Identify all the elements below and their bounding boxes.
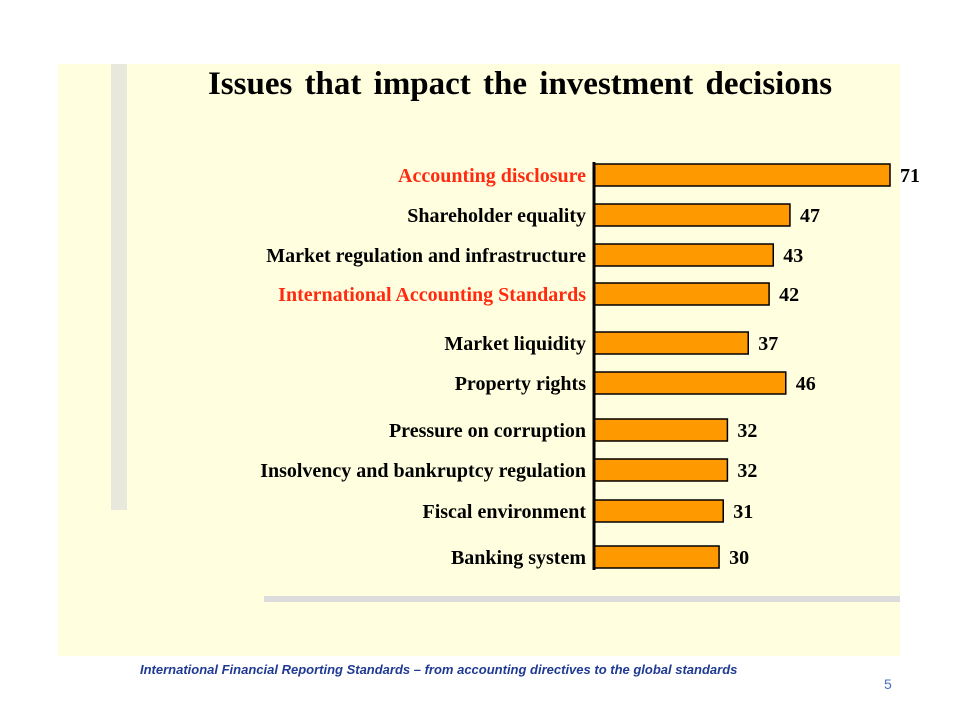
bar-banking-system (593, 545, 720, 569)
value-label-market-liquidity: 37 (758, 333, 778, 355)
value-label-international-accounting-standards: 42 (779, 284, 799, 306)
value-label-market-regulation-and-infrastructure: 43 (783, 245, 803, 267)
slide-panel (58, 64, 900, 656)
bar-market-liquidity (593, 331, 750, 355)
value-label-banking-system: 30 (729, 547, 749, 569)
category-label-pressure-on-corruption: Pressure on corruption (389, 420, 586, 442)
bar-accounting-disclosure (593, 163, 891, 187)
value-label-pressure-on-corruption: 32 (737, 420, 757, 442)
chart-title: Issues that impact the investment decisi… (207, 66, 833, 102)
category-label-market-regulation-and-infrastructure: Market regulation and infrastructure (266, 245, 586, 267)
decorative-vertical-bar (111, 64, 127, 510)
decorative-horizontal-line (264, 596, 900, 602)
category-label-accounting-disclosure: Accounting disclosure (398, 165, 586, 187)
category-label-shareholder-equality: Shareholder equality (407, 205, 586, 227)
bar-property-rights (593, 371, 787, 395)
bar-fiscal-environment (593, 499, 724, 523)
bar-pressure-on-corruption (593, 418, 729, 442)
value-label-insolvency-and-bankruptcy-regulation: 32 (737, 460, 757, 482)
bar-international-accounting-standards (593, 282, 770, 306)
value-label-accounting-disclosure: 71 (900, 165, 920, 187)
bar-shareholder-equality (593, 203, 791, 227)
category-label-market-liquidity: Market liquidity (444, 333, 586, 355)
category-label-fiscal-environment: Fiscal environment (422, 501, 586, 523)
category-label-property-rights: Property rights (455, 373, 586, 395)
category-label-international-accounting-standards: International Accounting Standards (278, 284, 586, 306)
value-label-property-rights: 46 (796, 373, 816, 395)
footer-text: International Financial Reporting Standa… (140, 662, 738, 677)
bar-market-regulation-and-infrastructure (593, 243, 775, 267)
value-label-fiscal-environment: 31 (733, 501, 753, 523)
page-number: 5 (884, 676, 892, 692)
bar-insolvency-and-bankruptcy-regulation (593, 458, 729, 482)
category-label-banking-system: Banking system (451, 547, 586, 569)
category-label-insolvency-and-bankruptcy-regulation: Insolvency and bankruptcy regulation (260, 460, 586, 482)
value-label-shareholder-equality: 47 (800, 205, 820, 227)
